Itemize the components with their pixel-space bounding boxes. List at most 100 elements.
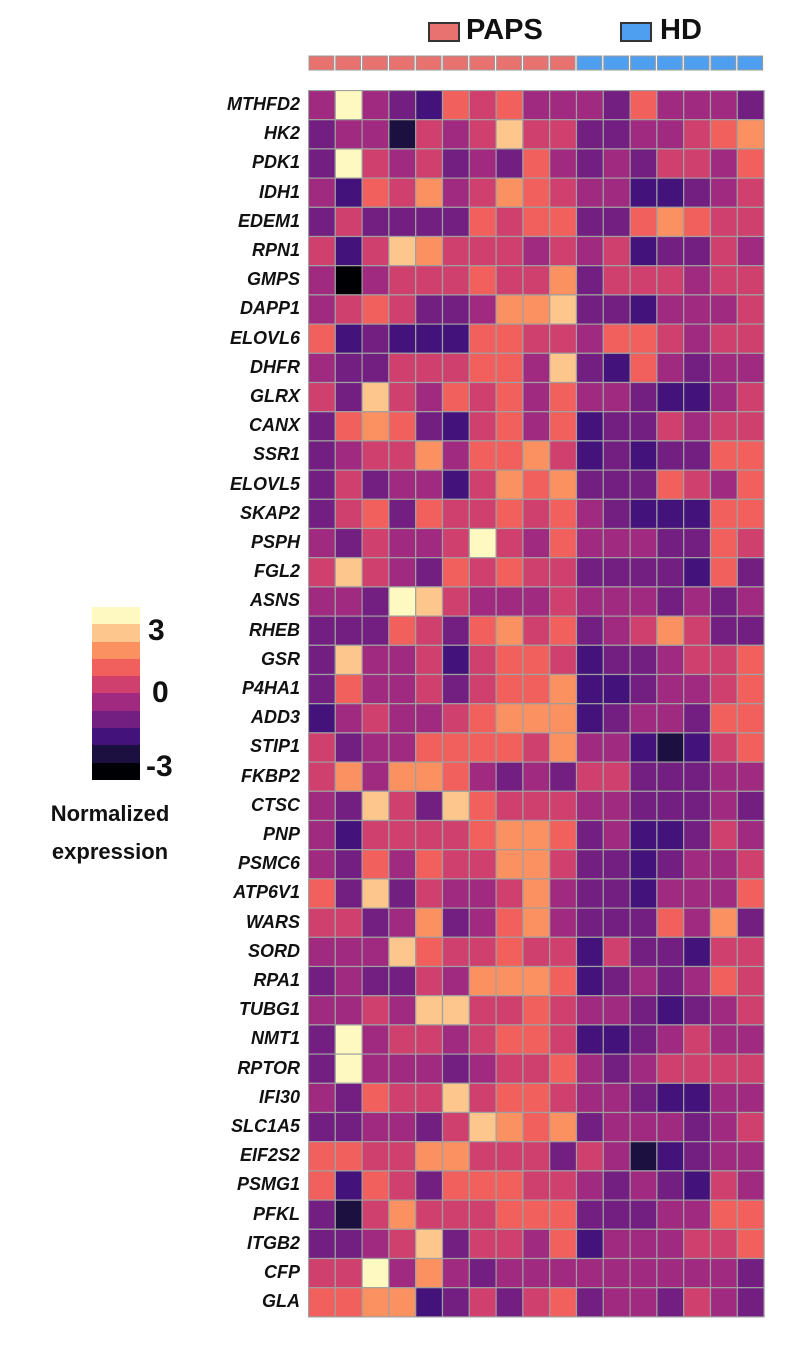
heatmap-cell (361, 119, 390, 150)
heatmap-cell (468, 703, 497, 734)
heatmap-cell (495, 1199, 524, 1230)
heatmap-cell (629, 294, 658, 325)
heatmap-cell (736, 469, 765, 500)
heatmap-cell (656, 1082, 685, 1114)
heatmap-cell (656, 965, 685, 997)
heatmap-cell (736, 235, 765, 267)
heatmap-cell (602, 527, 631, 559)
heatmap-cell (334, 936, 363, 968)
heatmap-cell (308, 644, 336, 676)
heatmap-cell (709, 381, 738, 413)
heatmap-cell (441, 761, 470, 792)
heatmap-cell (361, 381, 390, 413)
heatmap-cell (709, 732, 738, 763)
heatmap-cell (361, 1053, 390, 1084)
heatmap-cell (709, 907, 738, 938)
heatmap-cell (629, 498, 658, 530)
heatmap-cell (629, 1287, 658, 1318)
annotation-cell-paps (308, 55, 335, 71)
heatmap-cell (334, 1082, 363, 1114)
heatmap-cell (575, 703, 604, 734)
heatmap-cell (495, 90, 524, 121)
heatmap-cell (468, 1228, 497, 1260)
heatmap-cell (308, 1111, 336, 1143)
heatmap-cell (334, 965, 363, 997)
heatmap-cell (629, 235, 658, 267)
heatmap-cell (602, 469, 631, 500)
heatmap-cell (415, 1024, 444, 1055)
heatmap-cell (495, 352, 524, 384)
heatmap-cell (549, 1024, 578, 1055)
colorbar-band (92, 762, 140, 780)
heatmap-cell (495, 761, 524, 792)
heatmap-cell (683, 1228, 712, 1260)
heatmap-cell (334, 1111, 363, 1143)
heatmap-cell (441, 206, 470, 238)
gene-label: PSPH (250, 532, 300, 552)
heatmap-cell (549, 1199, 578, 1230)
heatmap-cell (602, 965, 631, 997)
heatmap-cell (334, 440, 363, 471)
heatmap-cell (683, 1170, 712, 1201)
heatmap-cell (334, 1141, 363, 1172)
heatmap-cell (736, 323, 765, 354)
heatmap-cell (361, 323, 390, 354)
heatmap-cell (602, 440, 631, 471)
heatmap-cell (388, 206, 417, 238)
heatmap-cell (602, 119, 631, 150)
heatmap-cell (495, 235, 524, 267)
heatmap-cell (441, 148, 470, 179)
colorbar-band (92, 641, 140, 659)
heatmap-cell (629, 1228, 658, 1260)
annotation-cell-paps (335, 55, 362, 71)
heatmap-cell (388, 1024, 417, 1055)
heatmap-cell (441, 907, 470, 938)
heatmap-cell (522, 1141, 551, 1172)
colorbar-tick-min: -3 (146, 750, 173, 783)
annotation-cell-paps (362, 55, 388, 71)
heatmap-cell (683, 615, 712, 646)
heatmap-cell (415, 1141, 444, 1172)
heatmap-cell (709, 1287, 738, 1318)
heatmap-cell (468, 1141, 497, 1172)
heatmap-cell (736, 703, 765, 734)
heatmap-cell (495, 265, 524, 296)
heatmap-cell (388, 1257, 417, 1289)
heatmap-cell (522, 732, 551, 763)
gene-label: WARS (246, 911, 300, 932)
heatmap-cell (656, 586, 685, 617)
heatmap-cell (656, 1287, 685, 1318)
heatmap-cell (575, 819, 604, 851)
heatmap-cell (522, 527, 551, 559)
heatmap-cell (361, 849, 390, 880)
heatmap-cell (522, 352, 551, 384)
heatmap-cell (415, 761, 444, 792)
heatmap-cell (415, 90, 444, 121)
heatmap-cell (495, 323, 524, 354)
heatmap-cell (468, 352, 497, 384)
heatmap-cell (468, 235, 497, 267)
heatmap-cell (361, 1228, 390, 1260)
heatmap-cell (388, 1082, 417, 1114)
heatmap-cell (602, 1111, 631, 1143)
heatmap-cell (441, 790, 470, 822)
gene-label: RPN1 (251, 240, 300, 260)
heatmap-cell (334, 527, 363, 559)
heatmap-cell (683, 294, 712, 325)
heatmap-grid (308, 90, 765, 1318)
heatmap-cell (308, 703, 336, 734)
heatmap-cell (575, 1257, 604, 1289)
heatmap-cell (468, 586, 497, 617)
heatmap-cell (361, 965, 390, 997)
heatmap-cell (575, 323, 604, 354)
heatmap-cell (415, 1053, 444, 1084)
heatmap-cell (441, 965, 470, 997)
heatmap-cell (415, 1082, 444, 1114)
heatmap-cell (575, 469, 604, 500)
heatmap-cell (334, 119, 363, 150)
heatmap-cell (602, 586, 631, 617)
heatmap-cell (736, 878, 765, 909)
heatmap-cell (495, 294, 524, 325)
annotation-cell-hd (737, 55, 764, 71)
heatmap-cell (709, 703, 738, 734)
